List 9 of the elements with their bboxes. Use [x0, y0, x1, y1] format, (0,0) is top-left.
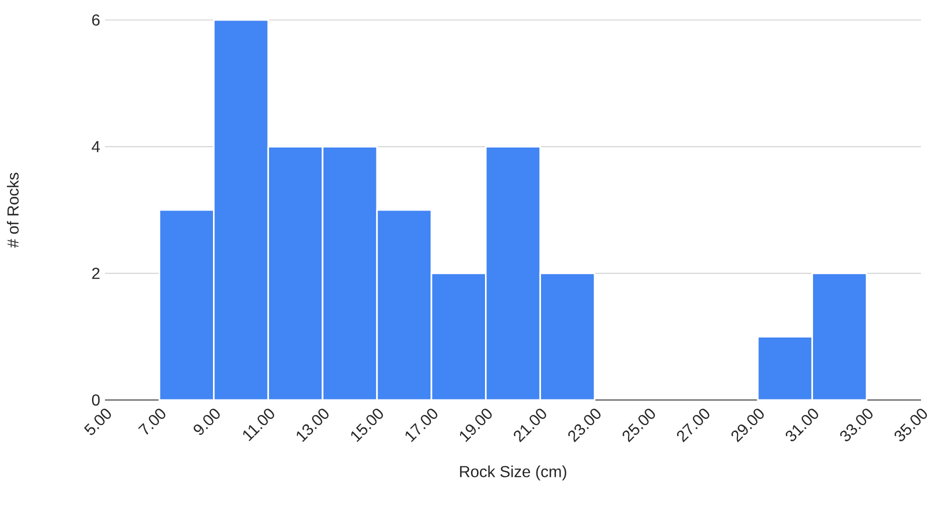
x-tick-label: 5.00 — [84, 408, 111, 435]
y-axis-title: # of Rocks — [6, 172, 19, 248]
x-axis-title: Rock Size (cm) — [460, 466, 566, 480]
x-tick-label: 7.00 — [138, 408, 166, 435]
y-tick-label: 6 — [92, 14, 100, 26]
y-tick-label: 2 — [92, 268, 100, 279]
x-tick-label: 9.00 — [194, 408, 220, 435]
y-tick-label: 0 — [92, 394, 100, 406]
y-tick-label: 4 — [92, 141, 100, 152]
